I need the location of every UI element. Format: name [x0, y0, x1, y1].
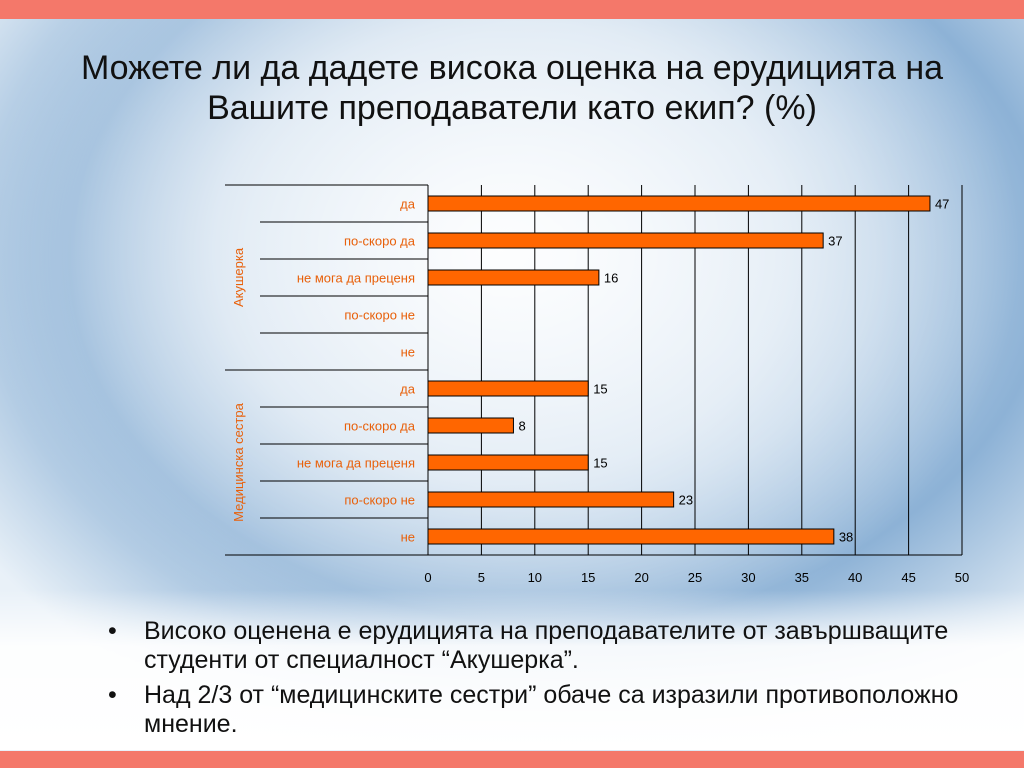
bar: [427, 195, 931, 212]
category-label: не: [401, 345, 415, 360]
category-label: не: [401, 530, 415, 545]
data-label: 37: [828, 234, 842, 249]
bullet-item: • Над 2/3 от “медицинските сестри” обаче…: [108, 681, 968, 739]
data-label: 38: [839, 530, 853, 545]
bar: [427, 269, 600, 286]
background-fade: [0, 590, 1024, 750]
category-label: не мога да преценя: [297, 271, 415, 286]
category-label: не мога да преценя: [297, 456, 415, 471]
data-label: 16: [604, 271, 618, 286]
x-tick-label: 0: [424, 570, 431, 585]
data-label: 47: [935, 197, 949, 212]
data-label: 15: [593, 382, 607, 397]
bullet-dot: •: [108, 617, 117, 645]
group-label: Медицинска сестра: [231, 402, 246, 521]
category-label: да: [400, 197, 416, 212]
top-accent-bar: [0, 0, 1024, 19]
bullet-dot: •: [108, 681, 117, 709]
bar: [427, 528, 835, 545]
bullet-text: Високо оценена е ерудицията на преподава…: [144, 617, 949, 674]
bullet-item: • Високо оценена е ерудицията на препода…: [108, 617, 968, 675]
category-label: по-скоро да: [344, 234, 416, 249]
x-tick-label: 40: [848, 570, 862, 585]
x-tick-label: 50: [955, 570, 969, 585]
x-tick-label: 10: [528, 570, 542, 585]
bullet-list: • Високо оценена е ерудицията на препода…: [108, 617, 968, 745]
x-tick-label: 35: [795, 570, 809, 585]
x-tick-label: 45: [901, 570, 915, 585]
x-tick-label: 5: [478, 570, 485, 585]
bar: [427, 417, 514, 434]
x-tick-label: 20: [634, 570, 648, 585]
category-label: да: [400, 382, 416, 397]
x-tick-label: 25: [688, 570, 702, 585]
group-label: Акушерка: [231, 247, 246, 307]
bar: [427, 491, 675, 508]
slide-title: Можете ли да дадете висока оценка на еру…: [80, 49, 944, 127]
x-tick-label: 30: [741, 570, 755, 585]
bullet-text: Над 2/3 от “медицинските сестри” обаче с…: [144, 681, 959, 738]
x-tick-label: 15: [581, 570, 595, 585]
data-label: 23: [679, 493, 693, 508]
category-label: по-скоро не: [344, 493, 415, 508]
bar: [427, 232, 824, 249]
bar: [427, 380, 589, 397]
category-label: по-скоро не: [344, 308, 415, 323]
bottom-accent-bar: [0, 751, 1024, 768]
data-label: 8: [518, 419, 525, 434]
category-label: по-скоро да: [344, 419, 416, 434]
bar: [427, 454, 589, 471]
data-label: 15: [593, 456, 607, 471]
